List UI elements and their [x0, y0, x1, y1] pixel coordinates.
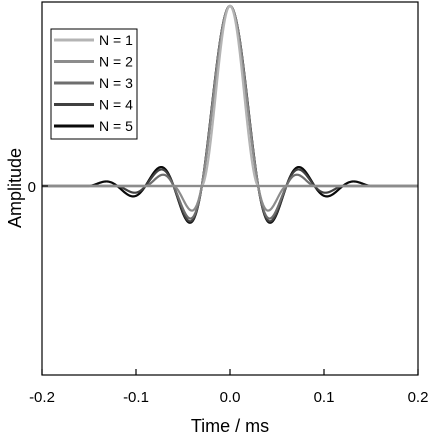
legend-label: N = 4: [99, 97, 133, 113]
y-axis: 0: [28, 179, 48, 196]
legend: N = 1 N = 2 N = 3 N = 4 N = 5: [50, 28, 138, 140]
x-tick-label: -0.1: [123, 389, 149, 406]
x-axis: -0.2 -0.1 0.0 0.1 0.2: [29, 369, 428, 406]
x-tick-label: -0.2: [29, 389, 55, 406]
series-layer: [42, 4, 418, 224]
legend-label: N = 5: [99, 118, 133, 134]
legend-label: N = 2: [99, 54, 133, 70]
x-tick-label: 0.0: [220, 389, 241, 406]
y-axis-label: Amplitude: [5, 148, 25, 228]
x-tick-label: 0.2: [408, 389, 429, 406]
legend-label: N = 3: [99, 75, 133, 91]
x-axis-label: Time / ms: [191, 416, 269, 436]
y-tick-label: 0: [28, 179, 36, 196]
x-tick-label: 0.1: [314, 389, 335, 406]
legend-label: N = 1: [99, 32, 133, 48]
